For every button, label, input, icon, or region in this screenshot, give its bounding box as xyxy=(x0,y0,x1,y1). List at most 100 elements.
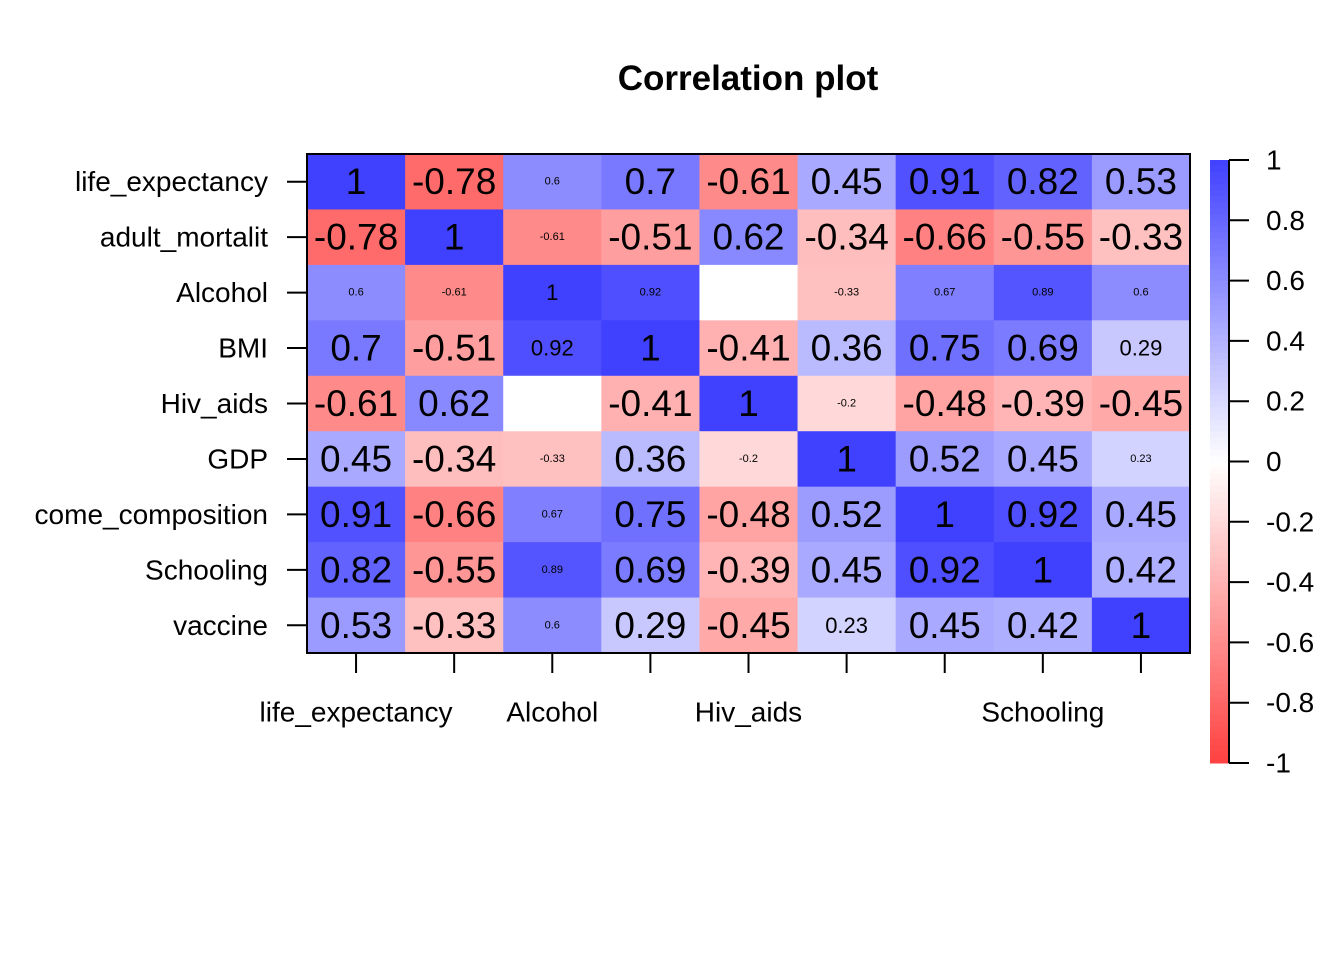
cell-value-label: 1 xyxy=(1033,549,1054,590)
heatmap-cell xyxy=(601,542,701,599)
cell-value-label: -0.78 xyxy=(314,217,398,258)
color-scale-segment xyxy=(1210,479,1229,487)
color-scale-segment xyxy=(1210,346,1229,354)
color-scale-tick-label: 0.6 xyxy=(1266,265,1305,296)
heatmap-cell xyxy=(993,264,1093,321)
y-tick-label: Hiv_aids xyxy=(161,388,268,419)
color-scale-segment xyxy=(1210,316,1229,324)
color-scale-segment xyxy=(1210,600,1229,607)
color-scale-segment xyxy=(1210,678,1229,686)
color-scale-segment xyxy=(1210,696,1229,704)
color-scale-segment xyxy=(1210,515,1229,523)
color-scale-segment xyxy=(1210,280,1229,288)
color-scale-segment xyxy=(1210,334,1229,342)
cell-value-label: -0.39 xyxy=(1001,383,1085,424)
color-scale-segment xyxy=(1210,431,1229,438)
color-scale-segment xyxy=(1210,389,1229,396)
color-scale-segment xyxy=(1210,172,1229,179)
heatmap-cell xyxy=(895,264,995,321)
cell-value-label: 0.52 xyxy=(909,438,981,479)
cell-value-label: 0.67 xyxy=(934,287,955,299)
cell-value-label: -0.61 xyxy=(314,383,398,424)
cell-value-label: -0.34 xyxy=(804,217,888,258)
cell-value-label: 1 xyxy=(934,494,955,535)
heatmap-cell xyxy=(797,320,897,377)
color-scale-segment xyxy=(1210,485,1229,493)
heatmap-cell xyxy=(601,209,701,266)
cell-value-label: -0.41 xyxy=(706,328,790,369)
cell-value-label: 0.45 xyxy=(1007,438,1079,479)
color-scale-segment xyxy=(1210,756,1229,764)
heatmap-cell xyxy=(1091,264,1191,321)
cell-value-label: -0.61 xyxy=(706,161,790,202)
heatmap-cell xyxy=(895,431,995,488)
color-scale-segment xyxy=(1210,196,1229,203)
color-scale-segment xyxy=(1210,551,1229,559)
heatmap-cell xyxy=(405,375,504,432)
cell-value-label: 1 xyxy=(546,280,558,305)
color-scale-segment xyxy=(1210,509,1229,517)
cell-value-label: -0.33 xyxy=(834,287,859,299)
heatmap-cell xyxy=(601,375,701,432)
color-scale-segment xyxy=(1210,497,1229,505)
cell-value-label: -0.55 xyxy=(412,549,496,590)
cell-value-label: 0.91 xyxy=(320,494,392,535)
heatmap-cell xyxy=(993,209,1093,266)
y-tick-label: Alcohol xyxy=(176,277,268,308)
cell-value-label: -0.34 xyxy=(412,438,496,479)
heatmap-cell xyxy=(601,320,701,377)
heatmap-cell xyxy=(601,154,701,211)
heatmap-cell xyxy=(797,264,897,321)
heatmap-cell xyxy=(1091,209,1191,266)
heatmap-cell xyxy=(307,209,406,266)
heatmap-cell xyxy=(503,264,602,321)
cell-value-label: 0.82 xyxy=(320,549,392,590)
heatmap-cell xyxy=(1091,320,1191,377)
heatmap-cell xyxy=(895,542,995,599)
cell-value-label: -0.51 xyxy=(412,328,496,369)
heatmap-cell xyxy=(503,486,602,543)
color-scale-tick-label: -0.6 xyxy=(1266,627,1314,658)
color-scale-segment xyxy=(1210,672,1229,680)
heatmap-cell xyxy=(405,154,504,211)
heatmap-cell xyxy=(699,597,799,654)
color-scale-segment xyxy=(1210,298,1229,306)
x-tick-label: Hiv_aids xyxy=(695,697,802,728)
heatmap-cell xyxy=(699,431,799,488)
cell-value-label: -0.66 xyxy=(903,217,987,258)
heatmap-cell xyxy=(1091,375,1191,432)
color-scale-segment xyxy=(1210,419,1229,426)
cell-value-label: 0.6 xyxy=(545,619,560,631)
cell-value-label: -0.39 xyxy=(706,549,790,590)
cell-value-label: 0.23 xyxy=(1130,453,1151,465)
color-scale-tick-label: -1 xyxy=(1266,748,1291,779)
color-scale-tick-label: 1 xyxy=(1266,145,1282,176)
color-scale-segment xyxy=(1210,660,1229,668)
heatmap-cell xyxy=(503,542,602,599)
color-scale-segment xyxy=(1210,630,1229,637)
color-scale-segment xyxy=(1210,274,1229,282)
heatmap-cell xyxy=(307,542,406,599)
color-scale-tick-label: -0.4 xyxy=(1266,567,1314,598)
color-scale-bar: 1 0.8 0.6 0.4 0.2 0 -0.2 -0.4 -0.6 -0.8 -1 xyxy=(1210,145,1314,779)
color-scale-segment xyxy=(1210,340,1229,348)
color-scale-segment xyxy=(1210,160,1229,167)
heatmap-cell xyxy=(1091,597,1191,654)
color-scale-segment xyxy=(1210,244,1229,251)
cell-value-label: 0.7 xyxy=(330,328,381,369)
color-scale-tick-label: -0.8 xyxy=(1266,687,1314,718)
color-scale-segment xyxy=(1210,588,1229,595)
heatmap-cell xyxy=(699,154,799,211)
cell-value-label: 0.53 xyxy=(1105,161,1177,202)
cell-value-label: 0.6 xyxy=(1133,287,1148,299)
color-scale-segment xyxy=(1210,708,1229,716)
y-tick-label: vaccine xyxy=(173,610,268,641)
cell-value-label: 0.45 xyxy=(909,605,981,646)
cell-value-label: -0.55 xyxy=(1001,217,1085,258)
cell-value-label: -0.2 xyxy=(739,453,758,465)
heatmap-cell xyxy=(503,597,602,654)
color-scale-segment xyxy=(1210,220,1229,227)
cell-value-label: 0.7 xyxy=(625,161,676,202)
heatmap-cell xyxy=(307,264,406,321)
heatmap-cell xyxy=(503,320,602,377)
